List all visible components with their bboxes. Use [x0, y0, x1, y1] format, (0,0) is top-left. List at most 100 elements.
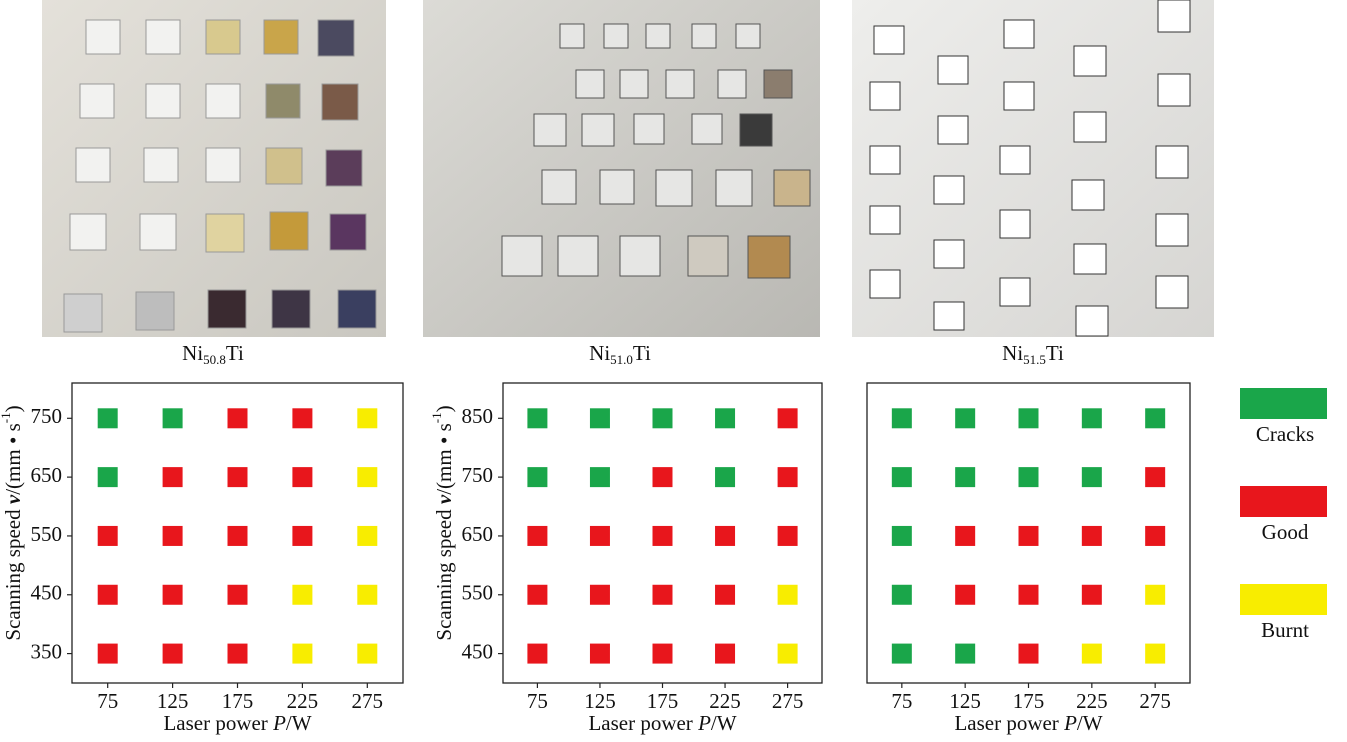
marker — [652, 467, 673, 488]
x-tick-label: 175 — [222, 689, 254, 713]
marker — [527, 467, 548, 488]
marker — [589, 643, 610, 664]
x-tick-label: 125 — [949, 689, 981, 713]
marker — [589, 584, 610, 605]
marker — [589, 408, 610, 429]
marker — [1145, 643, 1166, 664]
x-axis-label: Laser power P/W — [163, 711, 311, 735]
marker — [715, 408, 736, 429]
x-axis-label: Laser power P/W — [588, 711, 736, 735]
marker — [527, 408, 548, 429]
marker — [1018, 643, 1039, 664]
marker — [527, 643, 548, 664]
text-part: ) — [1, 405, 25, 412]
photo — [423, 0, 820, 337]
legend-swatch — [1240, 388, 1327, 419]
y-tick-label: 450 — [462, 639, 494, 663]
marker — [227, 467, 248, 488]
marker — [1145, 467, 1166, 488]
x-tick-label: 225 — [1076, 689, 1108, 713]
text-part: Ti — [226, 341, 244, 365]
text-part: /W — [1077, 711, 1103, 735]
text-part: -1 — [0, 412, 13, 423]
marker — [1081, 408, 1102, 429]
marker — [589, 525, 610, 546]
text-part: -1 — [429, 412, 444, 423]
marker — [777, 467, 798, 488]
photo — [852, 0, 1214, 337]
text-part: Laser power — [163, 711, 273, 735]
marker — [292, 584, 313, 605]
text-part: ) — [432, 405, 456, 412]
marker — [97, 584, 118, 605]
marker — [162, 408, 183, 429]
x-tick-label: 275 — [352, 689, 384, 713]
y-tick-label: 550 — [462, 581, 494, 605]
marker — [777, 643, 798, 664]
marker — [292, 643, 313, 664]
marker — [162, 525, 183, 546]
marker — [1018, 525, 1039, 546]
marker — [97, 643, 118, 664]
marker — [357, 408, 378, 429]
text-part: Laser power — [588, 711, 698, 735]
text-part: Ni — [1002, 341, 1023, 365]
y-tick-label: 350 — [31, 639, 63, 663]
marker — [1081, 584, 1102, 605]
marker — [955, 643, 976, 664]
marker — [357, 643, 378, 664]
marker — [777, 408, 798, 429]
marker — [955, 584, 976, 605]
marker — [1018, 584, 1039, 605]
marker — [777, 584, 798, 605]
marker — [589, 467, 610, 488]
marker — [227, 525, 248, 546]
x-tick-label: 175 — [647, 689, 679, 713]
x-tick-label: 75 — [891, 689, 912, 713]
marker — [97, 467, 118, 488]
y-tick-label: 450 — [31, 581, 63, 605]
marker — [1018, 408, 1039, 429]
legend-swatch — [1240, 486, 1327, 517]
marker — [527, 584, 548, 605]
marker — [891, 643, 912, 664]
chart-title: Ni51.5Ti — [1002, 341, 1064, 367]
marker — [97, 408, 118, 429]
marker — [162, 643, 183, 664]
marker — [1145, 525, 1166, 546]
text-part: P — [697, 711, 711, 735]
marker — [891, 525, 912, 546]
x-tick-label: 225 — [287, 689, 319, 713]
marker — [527, 525, 548, 546]
x-tick-label: 125 — [157, 689, 189, 713]
marker — [1081, 643, 1102, 664]
text-part: 51.0 — [610, 352, 633, 367]
legend-label: Good — [1262, 520, 1309, 544]
y-axis-label: Scanning speed v/(mm • s-1) — [0, 405, 25, 640]
y-tick-label: 650 — [31, 463, 63, 487]
x-tick-label: 275 — [1139, 689, 1171, 713]
legend-label: Burnt — [1261, 618, 1309, 642]
marker — [292, 525, 313, 546]
marker — [715, 525, 736, 546]
marker — [652, 408, 673, 429]
text-part: 50.8 — [203, 352, 226, 367]
text-part: Ti — [1046, 341, 1064, 365]
marker — [652, 584, 673, 605]
text-part: 51.5 — [1023, 352, 1046, 367]
text-part: P — [1063, 711, 1077, 735]
x-tick-label: 75 — [97, 689, 118, 713]
marker — [891, 467, 912, 488]
text-part: v — [1, 494, 25, 504]
marker — [715, 584, 736, 605]
text-part: P — [272, 711, 286, 735]
y-tick-label: 850 — [462, 404, 494, 428]
text-part: Ni — [589, 341, 610, 365]
marker — [652, 525, 673, 546]
marker — [357, 584, 378, 605]
chart-title: Ni51.0Ti — [589, 341, 651, 367]
y-tick-label: 750 — [462, 463, 494, 487]
text-part: Ni — [182, 341, 203, 365]
text-part: Laser power — [954, 711, 1064, 735]
y-tick-label: 650 — [462, 522, 494, 546]
